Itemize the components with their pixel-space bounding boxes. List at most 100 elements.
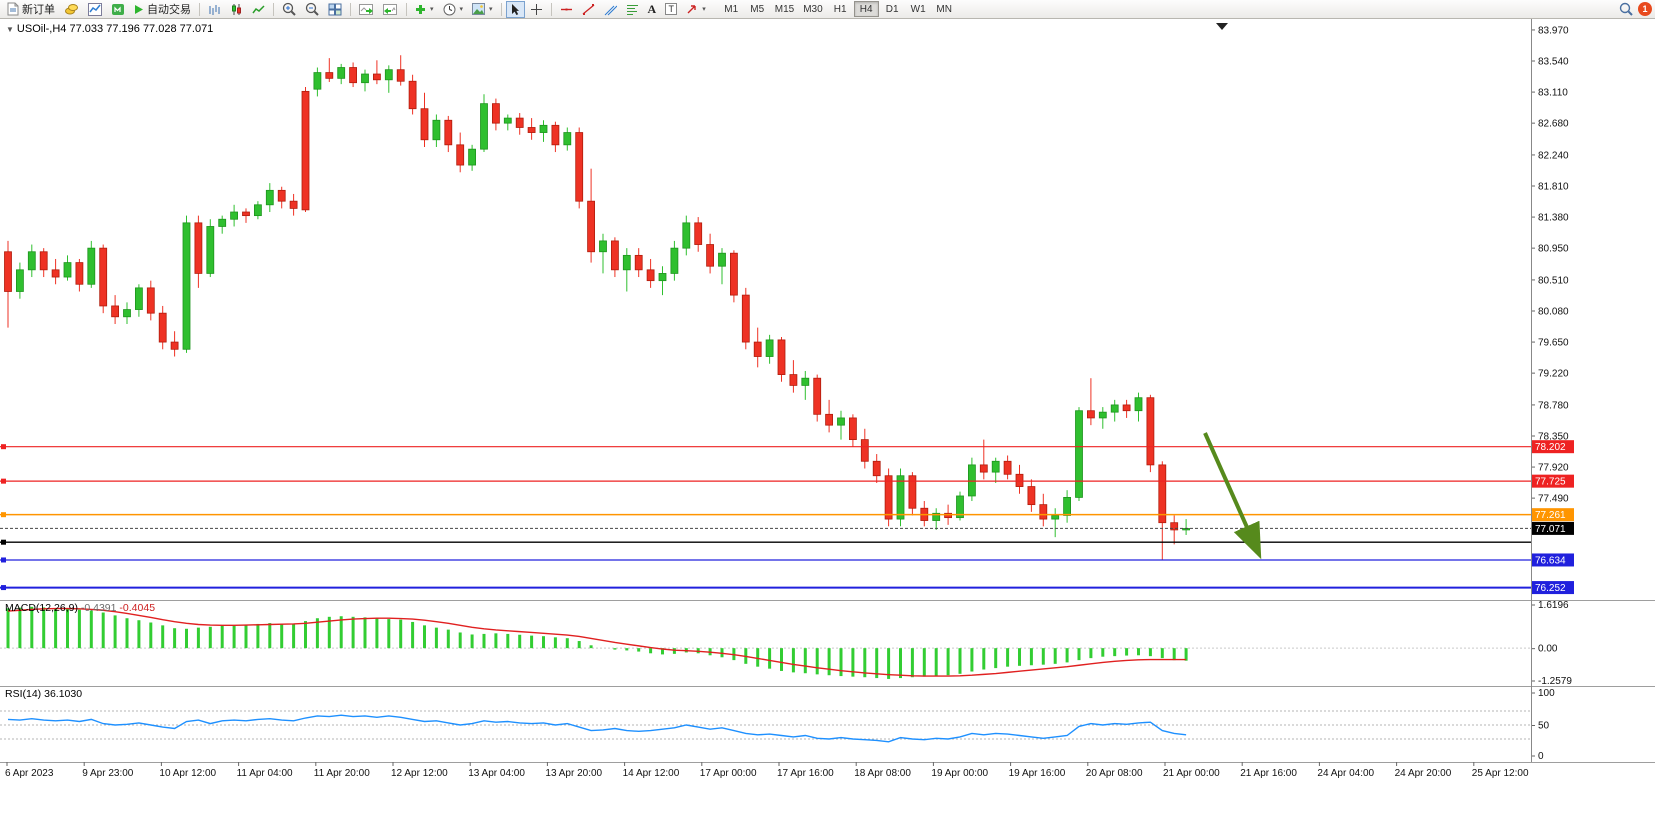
candle	[432, 119, 441, 141]
candle	[527, 127, 536, 133]
chart-ohlc-header: ▼ USOil-,H4 77.033 77.196 77.028 77.071	[6, 23, 213, 35]
zoom-out-button[interactable]	[301, 1, 323, 18]
zoom-in-button[interactable]	[278, 1, 300, 18]
text-tool-button[interactable]: A	[644, 1, 661, 18]
time-tick-label: 11 Apr 20:00	[314, 768, 370, 779]
add-indicator-button[interactable]: ▾	[411, 1, 438, 18]
candle	[944, 512, 952, 519]
macd-indicator-label: MACD(12,26,9) -0.4391 -0.4045	[5, 602, 155, 614]
timeframe-m1[interactable]: M1	[719, 1, 744, 17]
line-chart-icon	[252, 4, 265, 13]
label-tool-button[interactable]: T	[661, 1, 681, 18]
candle	[539, 124, 548, 133]
candlestick-chart-button[interactable]	[226, 1, 247, 18]
time-tick-label: 20 Apr 08:00	[1086, 768, 1143, 779]
auto-scroll-button[interactable]	[355, 1, 378, 18]
collapse-arrow-icon[interactable]: ▼	[6, 25, 14, 34]
notification-badge[interactable]: 1	[1638, 2, 1652, 16]
candle	[1110, 404, 1119, 413]
ohlc-low: 77.028	[142, 23, 177, 35]
bar-chart-icon	[209, 4, 220, 15]
timeframe-w1[interactable]: W1	[906, 1, 931, 17]
trendline-button[interactable]	[578, 1, 599, 18]
autotrading-label: 自动交易	[147, 4, 191, 16]
line-handle[interactable]	[1, 557, 6, 563]
candle	[218, 218, 227, 227]
channel-button[interactable]	[600, 1, 621, 18]
deposit-button[interactable]	[60, 1, 83, 18]
timeframe-m15[interactable]: M15	[771, 1, 798, 17]
price-badge	[1532, 581, 1574, 595]
line-handle[interactable]	[1, 478, 6, 484]
main-toolbar: 新订单 自动交易	[0, 0, 1655, 19]
candle	[75, 262, 84, 285]
chart-shift-button[interactable]	[379, 1, 402, 18]
toolbar-separator	[406, 2, 407, 16]
arrow-annotation[interactable]	[1203, 432, 1262, 560]
rsi-scale-label: 100	[1538, 688, 1555, 699]
time-scale[interactable]	[0, 762, 1655, 784]
candle	[420, 108, 429, 141]
price-tick-label: 78.780	[1538, 400, 1569, 411]
candle	[146, 287, 155, 314]
candle	[158, 312, 167, 343]
bar-chart-button[interactable]	[204, 1, 225, 18]
candle	[1134, 397, 1143, 412]
candle	[563, 132, 572, 146]
crosshair-button[interactable]	[526, 1, 547, 18]
price-scale[interactable]	[1532, 19, 1655, 762]
cursor-button[interactable]	[505, 0, 525, 18]
timeframe-m5[interactable]: M5	[745, 1, 770, 17]
tile-windows-icon	[328, 3, 342, 15]
candle	[51, 269, 60, 278]
timeframe-h1[interactable]: H1	[828, 1, 853, 17]
timeframe-mn[interactable]: MN	[932, 1, 957, 17]
candle	[1039, 504, 1048, 520]
time-tick-label: 17 Apr 00:00	[700, 768, 757, 779]
candle	[860, 439, 869, 462]
equidistant-channel-icon	[604, 5, 617, 15]
rsi-panel[interactable]	[0, 686, 1531, 762]
time-tick-label: 18 Apr 08:00	[854, 768, 911, 779]
template-dropdown-button[interactable]: ▾	[468, 1, 497, 18]
time-tick-label: 21 Apr 16:00	[1240, 768, 1297, 779]
chevron-down-icon: ▾	[459, 5, 464, 13]
candle	[1098, 411, 1107, 419]
line-chart-button[interactable]	[248, 1, 269, 18]
search-button[interactable]	[1615, 1, 1637, 18]
candle	[551, 124, 560, 146]
fibonacci-button[interactable]	[622, 1, 643, 18]
ohlc-open: 77.033	[69, 23, 104, 35]
line-handle[interactable]	[1, 444, 6, 450]
price-badge-label: 77.071	[1535, 524, 1566, 535]
shapes-dropdown-button[interactable]: ▾	[682, 1, 710, 18]
macd-scale-label: 0.00	[1538, 644, 1558, 655]
timeframe-m30[interactable]: M30	[799, 1, 826, 17]
metaquotes-button[interactable]	[107, 1, 129, 18]
candle	[194, 222, 203, 274]
autotrading-button[interactable]: 自动交易	[130, 1, 195, 18]
chevron-down-icon: ▾	[702, 5, 706, 13]
line-handle[interactable]	[1, 585, 6, 591]
tile-windows-button[interactable]	[324, 1, 346, 18]
candle	[15, 269, 24, 292]
line-handle[interactable]	[1, 512, 6, 518]
candle	[1146, 397, 1155, 466]
candlestick-chart-icon	[232, 3, 241, 15]
timeframe-d1[interactable]: D1	[880, 1, 905, 17]
horizontal-line-button[interactable]	[556, 1, 577, 18]
auto-scroll-icon	[359, 3, 373, 15]
timeframe-h4[interactable]: H4	[853, 1, 879, 17]
period-dropdown-button[interactable]: ▾	[439, 1, 468, 18]
rsi-scale-label: 50	[1538, 721, 1550, 732]
new-chart-button[interactable]	[84, 1, 106, 18]
candle	[872, 460, 881, 477]
price-badge-label: 76.252	[1535, 583, 1566, 594]
new-order-button[interactable]: 新订单	[3, 1, 59, 18]
macd-panel[interactable]	[0, 600, 1531, 686]
candle	[206, 226, 215, 274]
scroll-to-end-marker[interactable]	[1216, 23, 1228, 30]
line-handle[interactable]	[1, 539, 6, 545]
chart-plot-area[interactable]	[0, 19, 1531, 600]
